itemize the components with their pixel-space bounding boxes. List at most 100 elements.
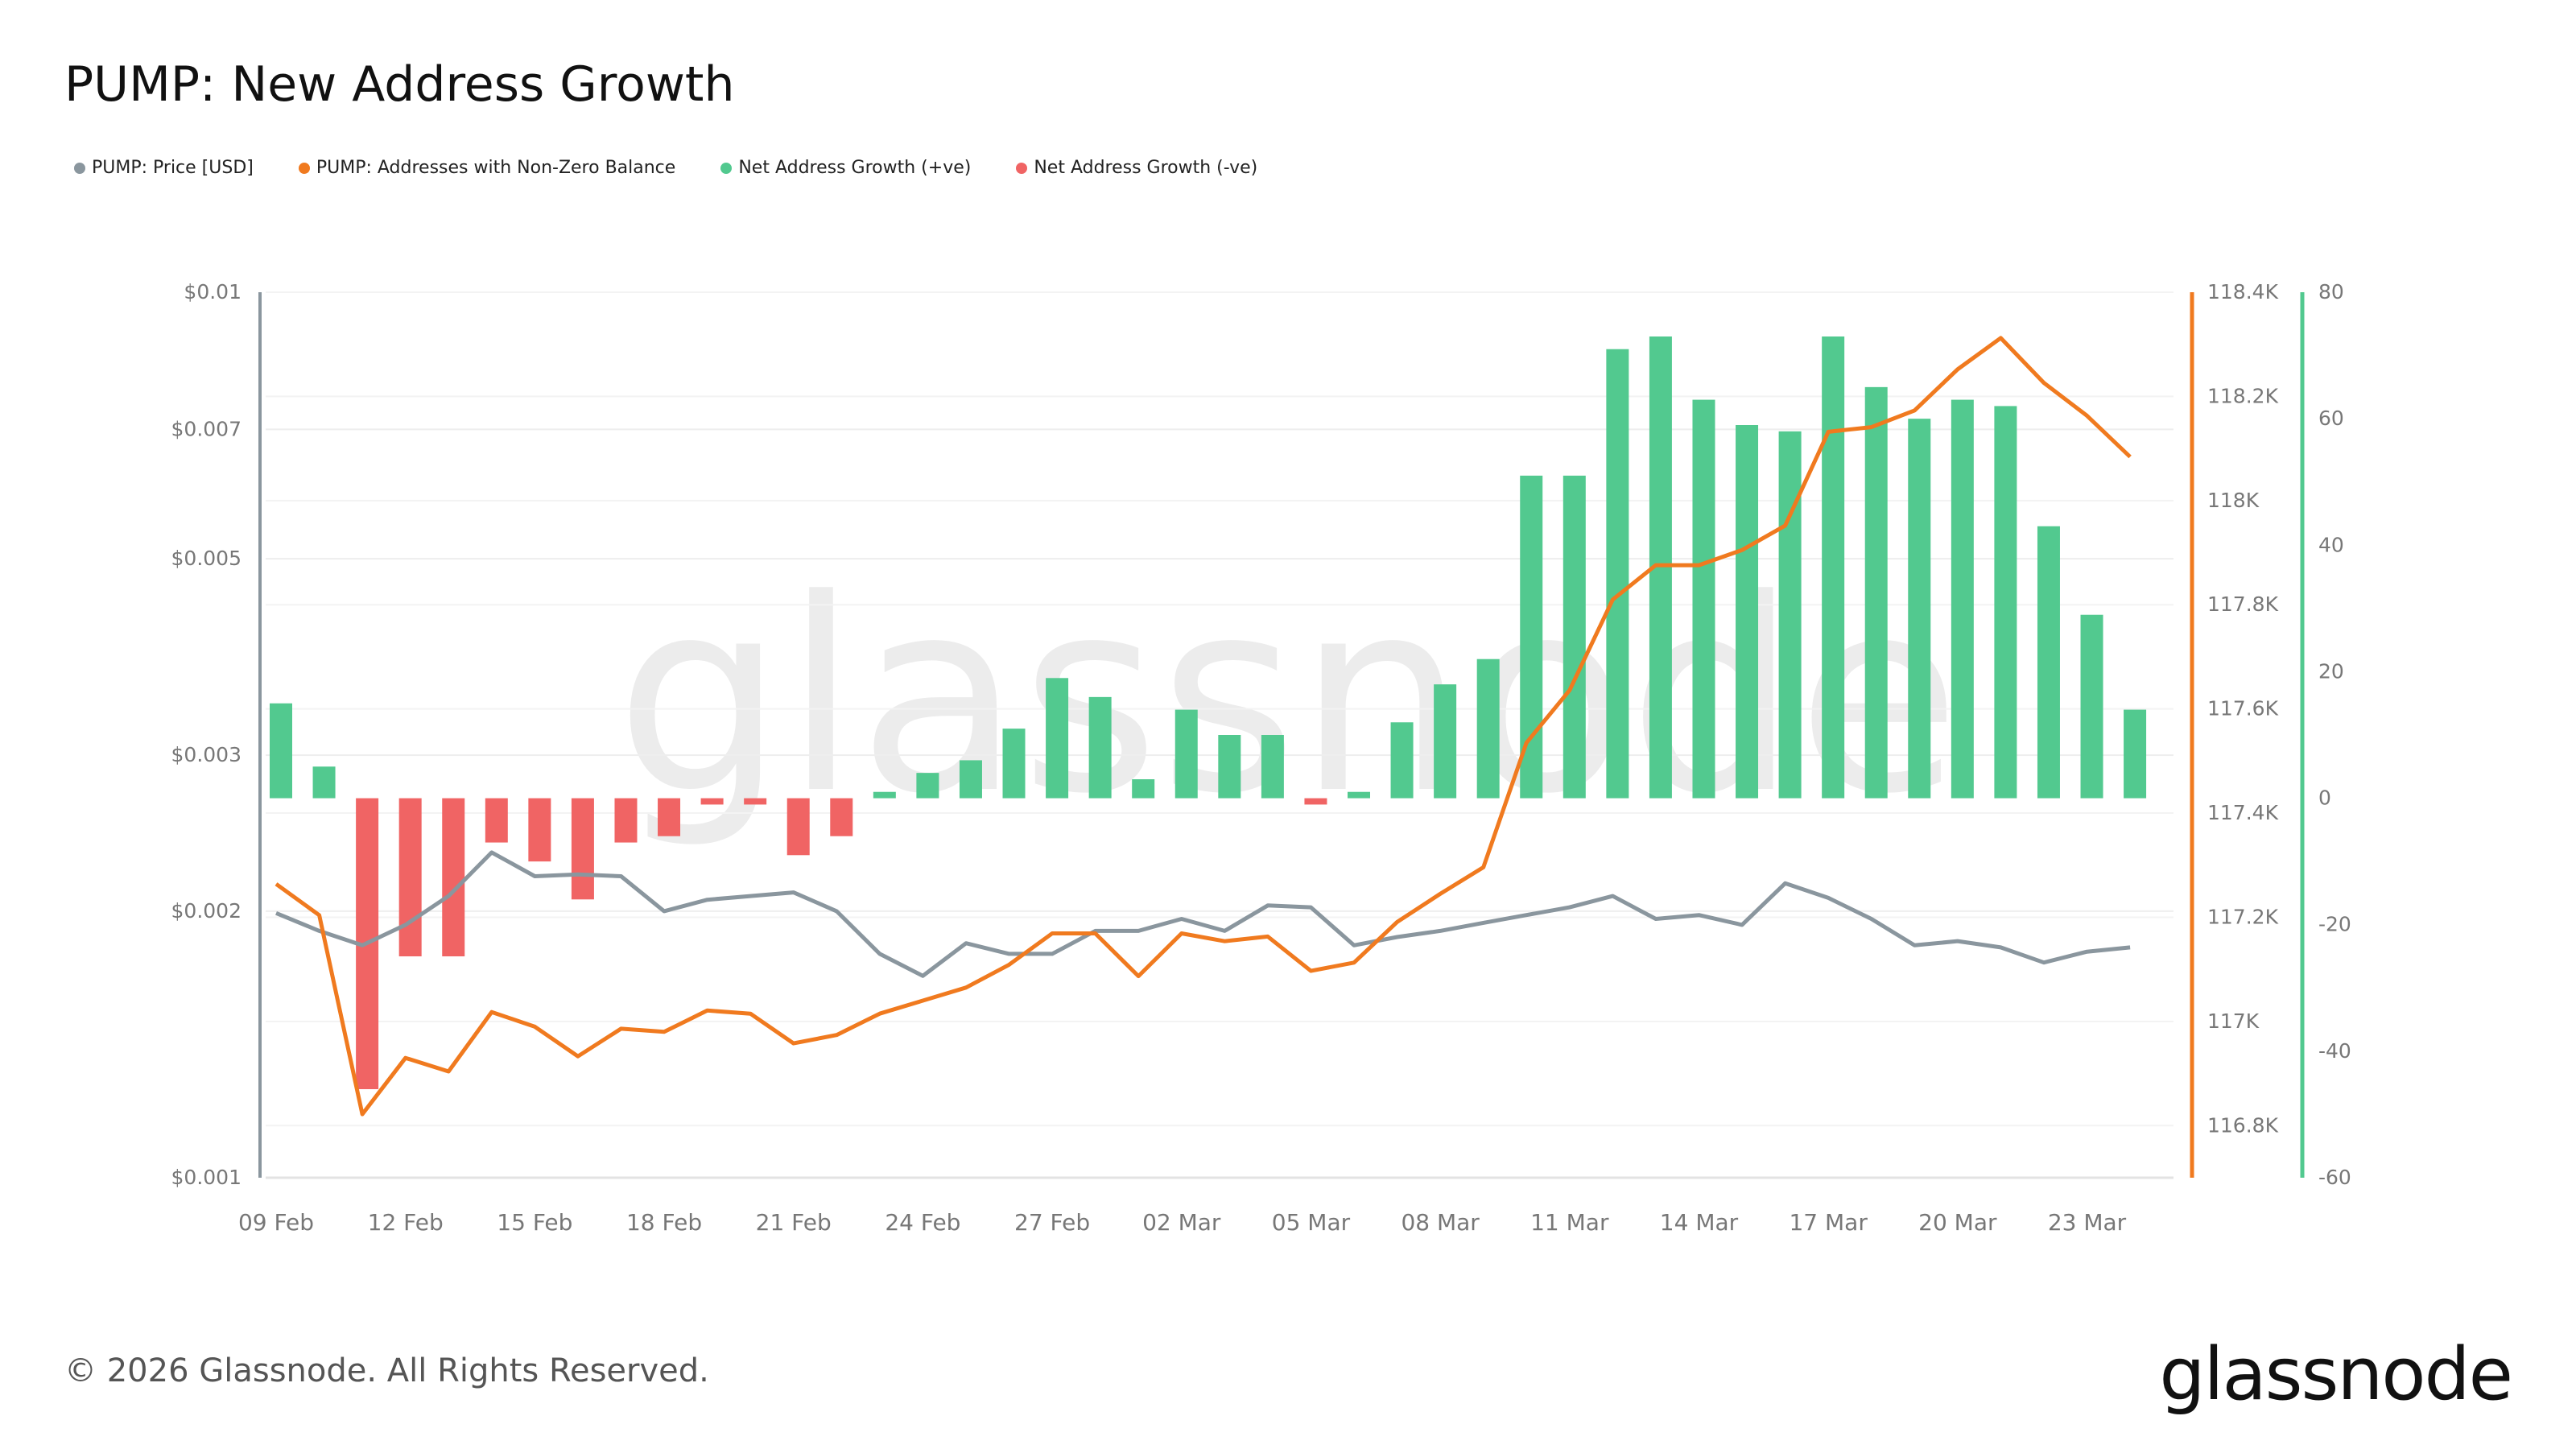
bar-positive xyxy=(959,760,982,799)
bar-negative xyxy=(485,798,508,843)
lines xyxy=(275,336,2132,1117)
bars xyxy=(270,336,2147,1089)
glassnode-logo: glassnode xyxy=(2159,1332,2513,1417)
bar-negative xyxy=(614,798,638,843)
addresses-line xyxy=(275,336,2132,1117)
growth-tick-label: -20 xyxy=(2318,913,2351,936)
bar-positive xyxy=(1864,386,1888,799)
bar-positive xyxy=(1434,684,1457,799)
price-tick-label: $0.01 xyxy=(184,280,242,303)
addresses-tick-label: 117.2K xyxy=(2207,905,2279,928)
bar-negative xyxy=(830,798,853,836)
price-tick-label: $0.005 xyxy=(171,547,242,570)
legend-label: PUMP: Price [USD] xyxy=(92,158,254,178)
x-tick-label: 15 Feb xyxy=(497,1209,572,1236)
legend: PUMP: Price [USD] PUMP: Addresses with N… xyxy=(74,158,1257,178)
bar-positive xyxy=(1822,336,1845,799)
x-tick-label: 23 Mar xyxy=(2048,1209,2127,1236)
x-tick-label: 24 Feb xyxy=(885,1209,960,1236)
bar-positive xyxy=(1606,349,1629,799)
bar-negative xyxy=(744,798,767,805)
bar-positive xyxy=(1174,709,1198,799)
legend-dot xyxy=(298,162,310,174)
price-tick-label: $0.007 xyxy=(171,417,242,440)
addresses-tick-label: 116.8K xyxy=(2207,1113,2279,1137)
bar-negative xyxy=(528,798,551,862)
addresses-tick-label: 117.8K xyxy=(2207,592,2279,616)
legend-item-growth-positive[interactable]: Net Address Growth (+ve) xyxy=(720,158,971,178)
legend-label: Net Address Growth (+ve) xyxy=(738,158,972,178)
growth-tick-label: 80 xyxy=(2318,280,2344,303)
addresses-tick-label: 118K xyxy=(2207,489,2260,512)
addresses-tick-label: 118.4K xyxy=(2207,280,2279,303)
price-tick-label: $0.002 xyxy=(171,899,242,923)
x-tick-label: 08 Mar xyxy=(1401,1209,1480,1236)
bar-positive xyxy=(1261,735,1284,799)
growth-tick-label: 0 xyxy=(2318,786,2331,810)
bar-positive xyxy=(873,791,896,799)
chart-title: PUMP: New Address Growth xyxy=(64,56,735,113)
legend-item-price[interactable]: PUMP: Price [USD] xyxy=(74,158,254,178)
bar-positive xyxy=(312,766,336,799)
x-tick-label: 09 Feb xyxy=(238,1209,314,1236)
bar-positive xyxy=(1046,678,1069,799)
legend-dot xyxy=(74,162,85,174)
bar-positive xyxy=(1563,475,1586,799)
addresses-tick-label: 117.6K xyxy=(2207,697,2279,720)
x-tick-label: 17 Mar xyxy=(1789,1209,1868,1236)
x-tick-label: 11 Mar xyxy=(1530,1209,1609,1236)
bar-positive xyxy=(1692,399,1715,799)
x-tick-label: 02 Mar xyxy=(1142,1209,1221,1236)
x-tick-label: 18 Feb xyxy=(626,1209,702,1236)
bar-positive xyxy=(1002,729,1026,799)
gridlines xyxy=(266,291,2174,1179)
x-tick-label: 05 Mar xyxy=(1272,1209,1351,1236)
copyright: © 2026 Glassnode. All Rights Reserved. xyxy=(64,1352,709,1389)
bar-positive xyxy=(1088,696,1112,799)
legend-dot xyxy=(720,162,733,174)
bar-positive xyxy=(2124,709,2147,799)
growth-tick-label: -60 xyxy=(2318,1166,2351,1189)
bar-positive xyxy=(1736,425,1759,799)
x-tick-label: 14 Mar xyxy=(1660,1209,1739,1236)
legend-item-addresses[interactable]: PUMP: Addresses with Non-Zero Balance xyxy=(298,158,676,178)
legend-label: PUMP: Addresses with Non-Zero Balance xyxy=(316,158,676,178)
bar-negative xyxy=(658,798,681,836)
x-tick-label: 21 Feb xyxy=(756,1209,832,1236)
legend-item-growth-negative[interactable]: Net Address Growth (-ve) xyxy=(1016,158,1257,178)
price-tick-label: $0.001 xyxy=(171,1166,242,1189)
x-tick-label: 12 Feb xyxy=(368,1209,444,1236)
growth-tick-label: 60 xyxy=(2318,407,2344,430)
bar-negative xyxy=(571,798,594,900)
bar-positive xyxy=(1218,735,1241,799)
bar-positive xyxy=(1348,791,1370,799)
bar-positive xyxy=(916,773,939,799)
growth-tick-label: -40 xyxy=(2318,1039,2351,1063)
bar-positive xyxy=(1951,399,1974,799)
bar-positive xyxy=(1132,779,1155,799)
axes: $0.01 $0.007 $0.005 $0.003 $0.002 $0.001 118.4… xyxy=(171,280,2351,1236)
bar-positive xyxy=(1908,419,1931,799)
bar-positive xyxy=(1390,722,1414,799)
bar-positive xyxy=(2080,614,2103,799)
bar-positive xyxy=(1994,406,2017,799)
bar-negative xyxy=(398,798,422,956)
price-tick-label: $0.003 xyxy=(171,743,242,766)
price-line xyxy=(275,850,2131,978)
addresses-tick-label: 117K xyxy=(2207,1009,2260,1033)
bar-negative xyxy=(1304,798,1327,805)
growth-tick-label: 40 xyxy=(2318,533,2344,556)
addresses-tick-label: 118.2K xyxy=(2207,384,2279,407)
legend-label: Net Address Growth (-ve) xyxy=(1034,158,1258,178)
legend-dot xyxy=(1016,162,1028,174)
x-tick-label: 20 Mar xyxy=(1918,1209,1997,1236)
bar-negative xyxy=(786,798,810,856)
addresses-tick-label: 117.4K xyxy=(2207,801,2279,824)
x-tick-label: 27 Feb xyxy=(1014,1209,1090,1236)
growth-tick-label: 20 xyxy=(2318,659,2344,683)
bar-positive xyxy=(2037,526,2060,799)
bar-positive xyxy=(1476,658,1500,799)
bar-negative xyxy=(442,798,465,956)
bar-positive xyxy=(270,703,292,799)
